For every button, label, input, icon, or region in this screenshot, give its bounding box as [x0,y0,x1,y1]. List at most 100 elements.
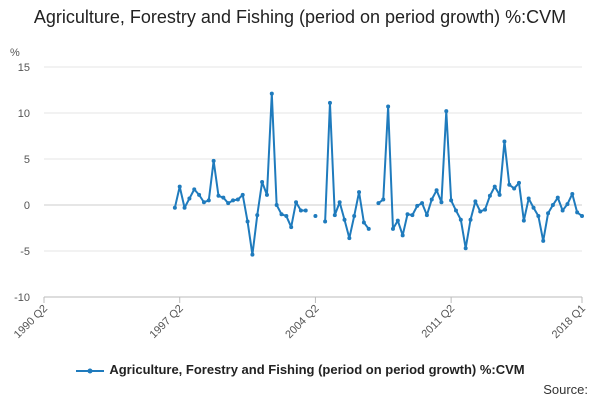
data-point[interactable] [386,104,391,109]
data-point[interactable] [240,192,245,197]
data-point[interactable] [531,205,536,210]
data-point[interactable] [342,217,347,222]
data-point[interactable] [550,203,555,207]
data-point[interactable] [434,188,439,193]
x-tick-label: 1990 Q2 [12,303,50,341]
data-point[interactable] [546,211,551,216]
data-point[interactable] [473,199,478,204]
data-point[interactable] [487,193,492,198]
data-point[interactable] [405,212,410,217]
data-point[interactable] [197,192,202,197]
data-point[interactable] [555,195,560,200]
series-line [324,101,370,240]
data-point[interactable] [516,180,521,185]
data-point[interactable] [284,214,289,219]
data-point[interactable] [565,202,570,207]
data-point[interactable] [492,184,497,189]
data-point[interactable] [313,214,318,219]
y-tick-label: -5 [20,246,30,258]
data-point[interactable] [449,198,454,203]
data-point[interactable] [483,207,488,212]
data-point[interactable] [274,203,279,207]
chart-title: Agriculture, Forestry and Fishing (perio… [33,7,567,27]
data-point[interactable] [289,225,294,230]
data-point[interactable] [337,200,342,205]
data-point[interactable] [303,208,308,213]
data-point[interactable] [366,226,371,231]
axes: 15 10 5 0 -5 -10% 1990 Q2 1997 Q2 2004 Q2 2011 Q2… [10,47,588,341]
data-point[interactable] [424,213,429,218]
y-tick-label: -10 [14,292,30,304]
data-point[interactable] [429,197,434,202]
y-axis-label: % [10,47,20,59]
data-point[interactable] [502,139,507,144]
data-point[interactable] [361,220,366,225]
y-tick-label: 5 [24,154,30,166]
data-point[interactable] [458,217,463,222]
data-point[interactable] [250,252,255,257]
data-point[interactable] [182,205,187,210]
data-point[interactable] [395,218,400,223]
data-point[interactable] [255,213,260,218]
y-tick-label: 15 [18,62,30,74]
data-point[interactable] [468,217,473,222]
data-point[interactable] [264,192,269,197]
data-point[interactable] [560,208,565,213]
data-point[interactable] [575,210,580,215]
data-point[interactable] [541,238,546,243]
y-tick-label: 10 [18,108,30,120]
data-point[interactable] [463,246,468,251]
data-point[interactable] [231,198,236,203]
data-point[interactable] [400,233,405,238]
data-point[interactable] [323,219,328,224]
series [172,91,584,257]
data-point[interactable] [172,205,177,210]
data-point[interactable] [357,190,362,195]
data-point[interactable] [570,191,575,196]
data-point[interactable] [497,192,502,197]
data-point[interactable] [415,203,420,208]
data-point[interactable] [526,196,531,201]
data-point[interactable] [216,193,221,198]
data-point[interactable] [260,180,265,184]
legend-label: Agriculture, Forestry and Fishing (perio… [109,362,525,377]
data-point[interactable] [439,200,444,205]
series-line [173,92,306,256]
data-point[interactable] [269,91,274,96]
data-point[interactable] [478,209,483,214]
data-point[interactable] [192,187,197,192]
data-point[interactable] [226,201,231,206]
data-point[interactable] [245,219,250,224]
data-point[interactable] [410,213,415,218]
data-point[interactable] [327,100,332,105]
data-point[interactable] [521,218,526,223]
data-point[interactable] [507,182,512,187]
data-point[interactable] [221,195,226,200]
data-point[interactable] [347,236,352,241]
data-point[interactable] [536,214,541,219]
legend[interactable]: Agriculture, Forestry and Fishing (perio… [0,362,600,377]
data-point[interactable] [279,212,284,217]
data-point[interactable] [512,186,517,191]
y-tick-label: 0 [24,200,30,212]
data-point[interactable] [235,197,240,202]
data-point[interactable] [206,198,211,203]
data-point[interactable] [381,197,386,202]
data-point[interactable] [420,201,425,206]
series-line [377,105,583,250]
data-point[interactable] [332,213,337,218]
data-point[interactable] [294,200,299,205]
data-point[interactable] [298,208,303,213]
data-point[interactable] [352,214,357,219]
data-point[interactable] [201,200,206,205]
data-point[interactable] [444,109,449,114]
data-point[interactable] [390,226,395,231]
data-point[interactable] [211,158,216,163]
data-point[interactable] [187,196,192,201]
data-point[interactable] [177,184,182,189]
data-point[interactable] [453,208,458,213]
x-tick-label: 2011 Q2 [420,303,458,341]
data-point[interactable] [376,201,381,206]
data-point[interactable] [580,214,584,219]
